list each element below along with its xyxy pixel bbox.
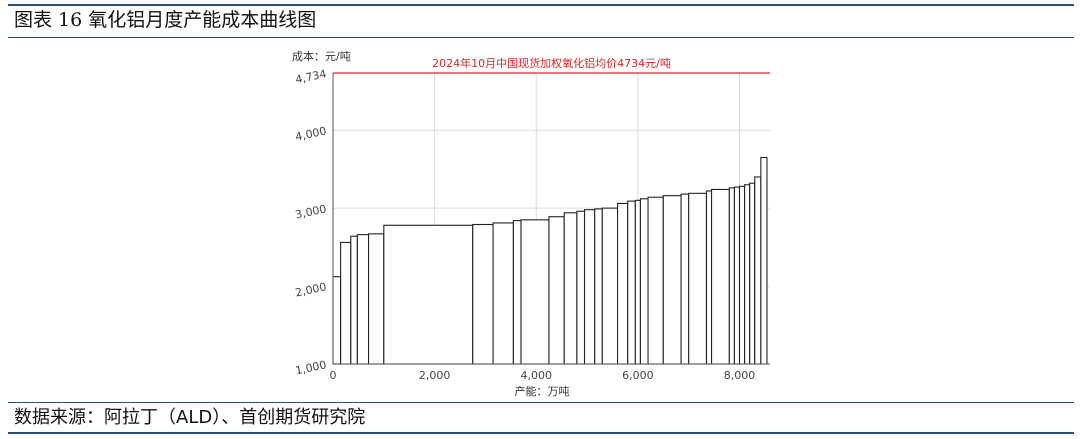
cost-bar-29	[738, 185, 746, 365]
cost-bar-22	[662, 195, 682, 365]
cost-bar-21	[647, 196, 664, 365]
y-tick-label: 2,000	[294, 280, 328, 299]
cost-bar-4	[356, 234, 370, 365]
figure-frame	[8, 4, 1074, 434]
y-tick-labels: 1,000 2,000 3,000 4,000 4,734	[294, 67, 328, 377]
cost-bar-32	[754, 176, 762, 365]
cost-bar-10	[520, 219, 550, 365]
cost-bar-15	[594, 208, 603, 365]
cost-bar-25	[705, 190, 713, 365]
cost-bar-2	[340, 241, 352, 365]
x-axis-label: 产能：万吨	[515, 384, 570, 398]
cost-bar-31	[749, 182, 756, 365]
y-tick-label: 4,734	[294, 67, 328, 86]
cost-bar-24	[688, 192, 708, 365]
cost-bar-26	[711, 188, 730, 365]
x-tick-label: 4,000	[521, 369, 553, 382]
cost-bar-3	[350, 235, 358, 365]
x-tick-label: 8,000	[724, 369, 756, 382]
bars-group	[332, 156, 768, 365]
x-tick-labels: 0 2,000 4,000 6,000 8,000	[330, 369, 756, 382]
cost-bar-12	[563, 212, 578, 365]
cost-bar-19	[634, 199, 641, 365]
cost-bar-30	[744, 184, 751, 365]
cost-bar-1	[332, 276, 342, 365]
cost-bar-13	[576, 210, 586, 365]
source-divider	[8, 402, 1074, 403]
cost-bar-28	[733, 186, 741, 365]
axes-group	[332, 73, 770, 365]
cost-bar-11	[548, 216, 565, 365]
cost-bar-14	[583, 209, 596, 365]
cost-bar-9	[512, 220, 522, 365]
cost-bar-20	[639, 198, 649, 365]
x-tick-label: 2,000	[419, 369, 451, 382]
y-axis-label: 成本：元/吨	[292, 49, 351, 63]
cost-bar-27	[728, 187, 735, 365]
y-tick-label: 1,000	[294, 358, 328, 377]
y-tick-label: 3,000	[294, 202, 328, 221]
cost-bar-16	[601, 207, 619, 365]
cost-bar-17	[617, 202, 629, 365]
cost-bar-23	[680, 193, 690, 365]
cost-bar-5	[368, 233, 385, 365]
title-divider	[8, 37, 1074, 38]
x-tick-label: 6,000	[622, 369, 654, 382]
figure-title: 图表 16 氧化铝月度产能成本曲线图	[14, 9, 317, 31]
y-tick-label: 4,000	[294, 124, 328, 143]
cost-bar-8	[492, 222, 514, 365]
cost-bar-7	[472, 223, 494, 365]
cost-bar-18	[627, 200, 636, 365]
figure-source: 数据来源：阿拉丁（ALD）、首创期货研究院	[14, 407, 366, 428]
reference-line-label: 2024年10月中国现货加权氧化铝均价4734元/吨	[432, 56, 671, 70]
x-tick-label: 0	[330, 369, 337, 382]
cost-bar-33	[760, 156, 768, 365]
cost-bar-6	[383, 224, 474, 365]
